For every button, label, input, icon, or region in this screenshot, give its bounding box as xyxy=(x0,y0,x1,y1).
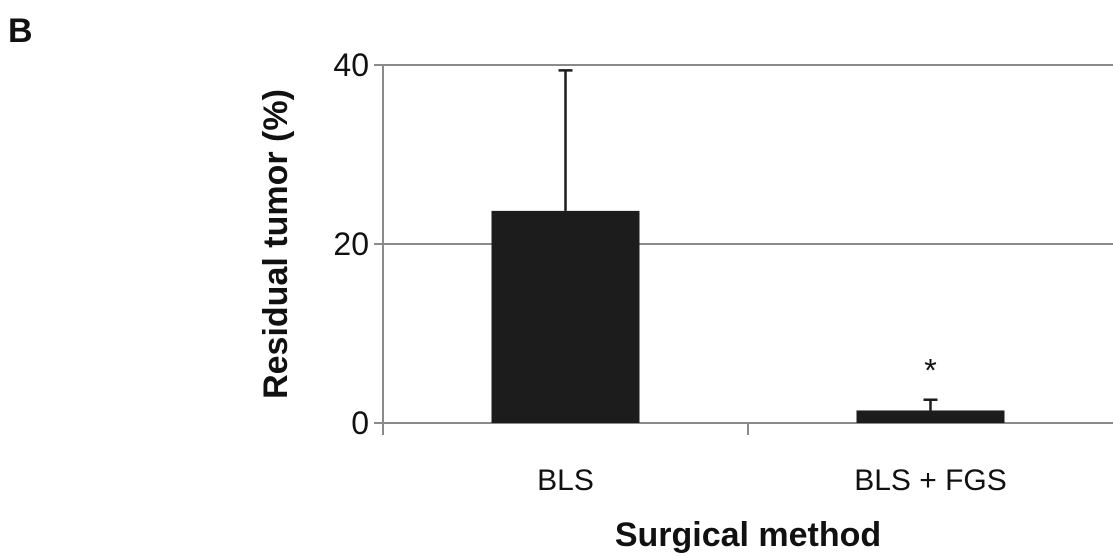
y-axis-title: Residual tumor (%) xyxy=(257,89,295,399)
y-tick-label: 40 xyxy=(333,47,369,83)
x-category-labels: BLS BLS + FGS xyxy=(537,464,1007,497)
bar xyxy=(856,410,1005,423)
bar xyxy=(491,210,640,423)
significance-marker: * xyxy=(924,353,936,389)
y-tick-label: 0 xyxy=(351,405,369,441)
bars: * xyxy=(491,69,1005,423)
y-tick-label: 20 xyxy=(333,226,369,262)
y-tick-labels: 0 20 40 xyxy=(333,47,369,441)
panel-label: B xyxy=(8,12,33,50)
x-category-label: BLS xyxy=(537,464,594,497)
x-category-label: BLS + FGS xyxy=(854,464,1007,497)
axes xyxy=(374,64,1113,435)
x-axis-title: Surgical method xyxy=(615,516,881,554)
